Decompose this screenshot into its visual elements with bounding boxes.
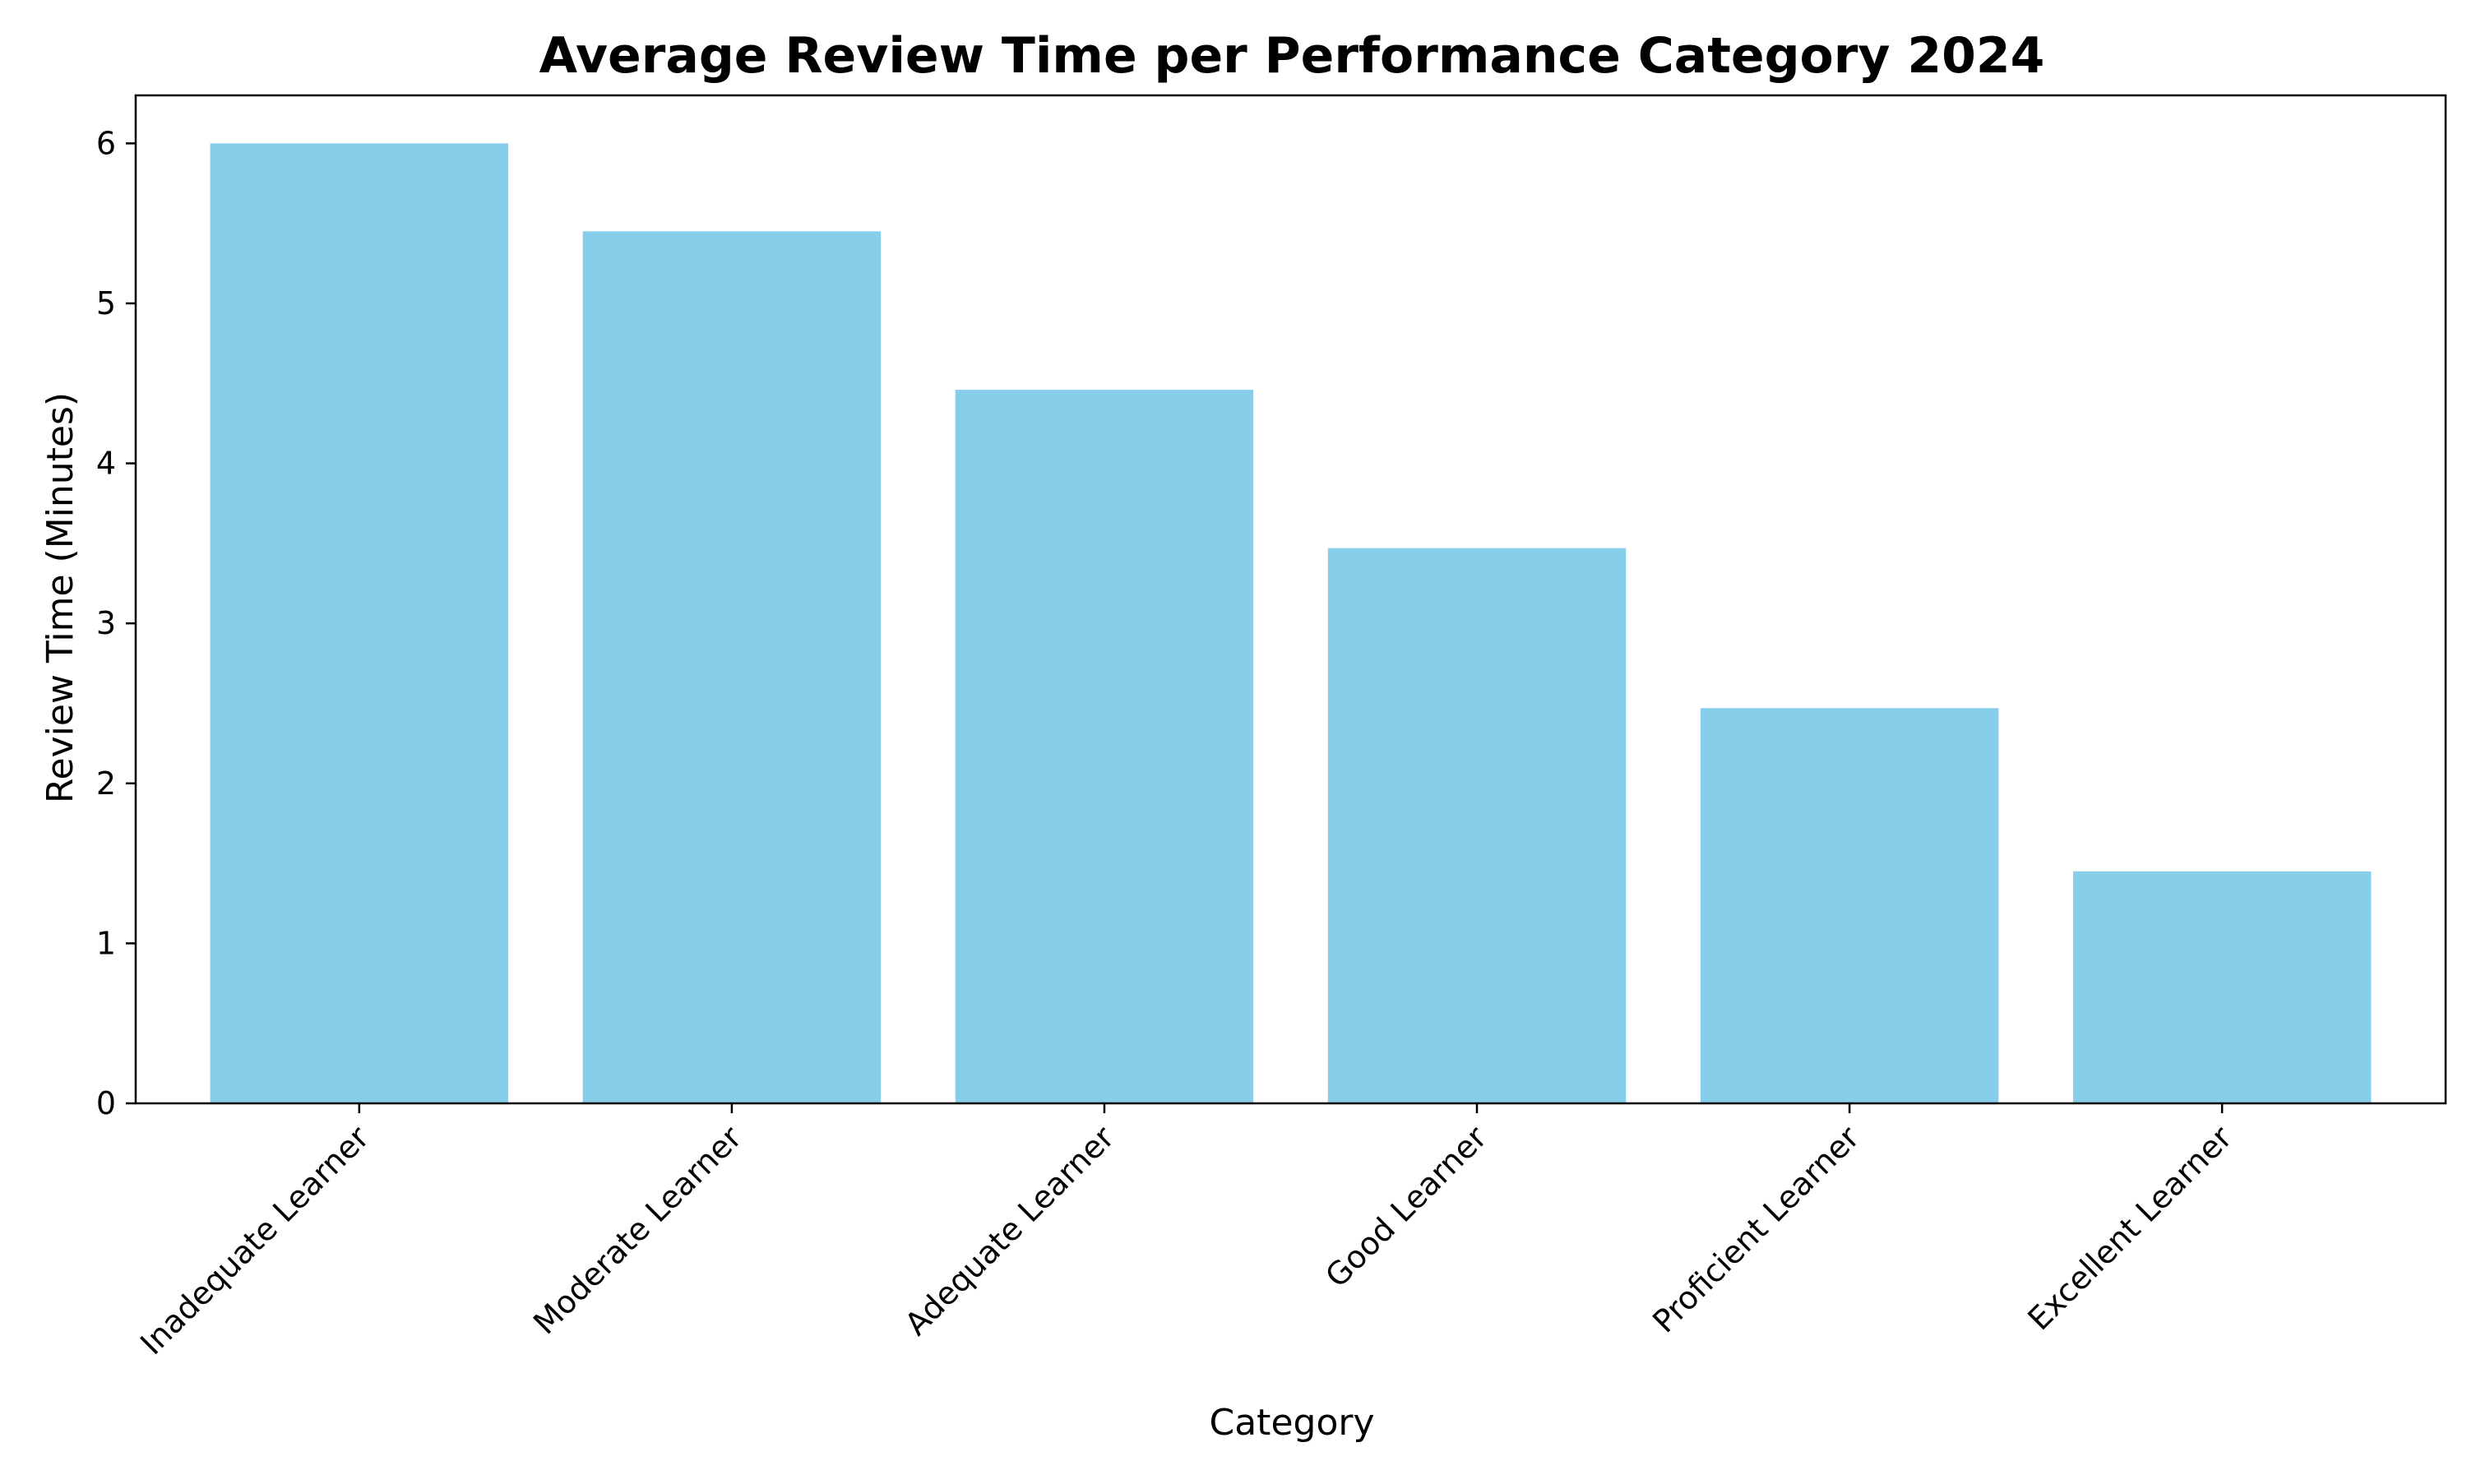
- axes-layer: [134, 94, 2447, 1105]
- x-tick-label: Proficient Learner: [1645, 1119, 1866, 1339]
- x-tick-label: Inadequate Learner: [133, 1119, 376, 1361]
- x-axis-label: Category: [1210, 1402, 1375, 1444]
- plot-frame: [134, 94, 2447, 1105]
- x-tick-label: Good Learner: [1318, 1119, 1493, 1294]
- chart-title: Average Review Time per Performance Cate…: [539, 27, 2045, 85]
- y-tick-label: 3: [96, 605, 116, 641]
- y-axis-label: Review Time (Minutes): [39, 392, 81, 803]
- y-tick-label: 6: [96, 125, 116, 161]
- bar-excellent-learner: [2072, 871, 2372, 1103]
- y-tick-label: 2: [96, 765, 116, 802]
- y-tick-label: 5: [96, 285, 116, 321]
- y-tick-label: 4: [96, 446, 116, 482]
- y-tick-label: 0: [96, 1085, 116, 1121]
- bar-good-learner: [1327, 548, 1627, 1103]
- bar-proficient-learner: [1700, 708, 1999, 1103]
- y-tick-label: 1: [96, 925, 116, 961]
- bar-moderate-learner: [582, 231, 882, 1103]
- x-tick-label: Moderate Learner: [526, 1119, 748, 1341]
- x-tick-label: Excellent Learner: [2020, 1119, 2238, 1337]
- bar-inadequate-learner: [210, 143, 509, 1103]
- x-tick-label: Adequate Learner: [898, 1119, 1122, 1343]
- bar-adequate-learner: [955, 390, 1254, 1104]
- bars-layer: [210, 143, 2372, 1104]
